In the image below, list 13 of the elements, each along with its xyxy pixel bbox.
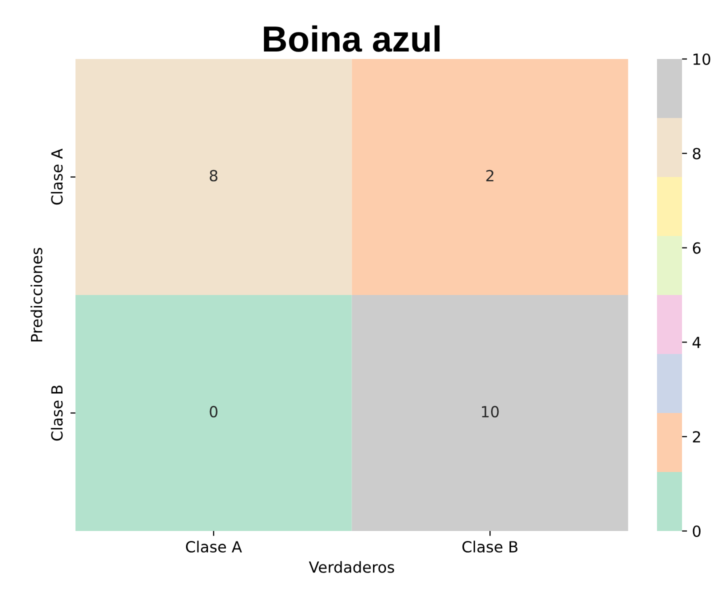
color-bar-label: 8 <box>692 148 700 160</box>
color-bar-label: 10 <box>694 53 710 66</box>
y-axis-title: Predicciones <box>30 248 42 342</box>
x-axis-title: Verdaderos <box>308 561 394 573</box>
data-label: 2 <box>486 170 494 182</box>
data-label: 8 <box>210 170 218 182</box>
color-bar-label: 4 <box>692 336 701 348</box>
data-label: 10 <box>482 406 499 418</box>
chart-title: Boina azul <box>264 25 440 52</box>
color-bar-label: 2 <box>692 431 700 442</box>
color-bar-label: 6 <box>692 242 701 254</box>
color-bar-label: 0 <box>692 525 701 538</box>
data-label: 0 <box>210 406 218 418</box>
